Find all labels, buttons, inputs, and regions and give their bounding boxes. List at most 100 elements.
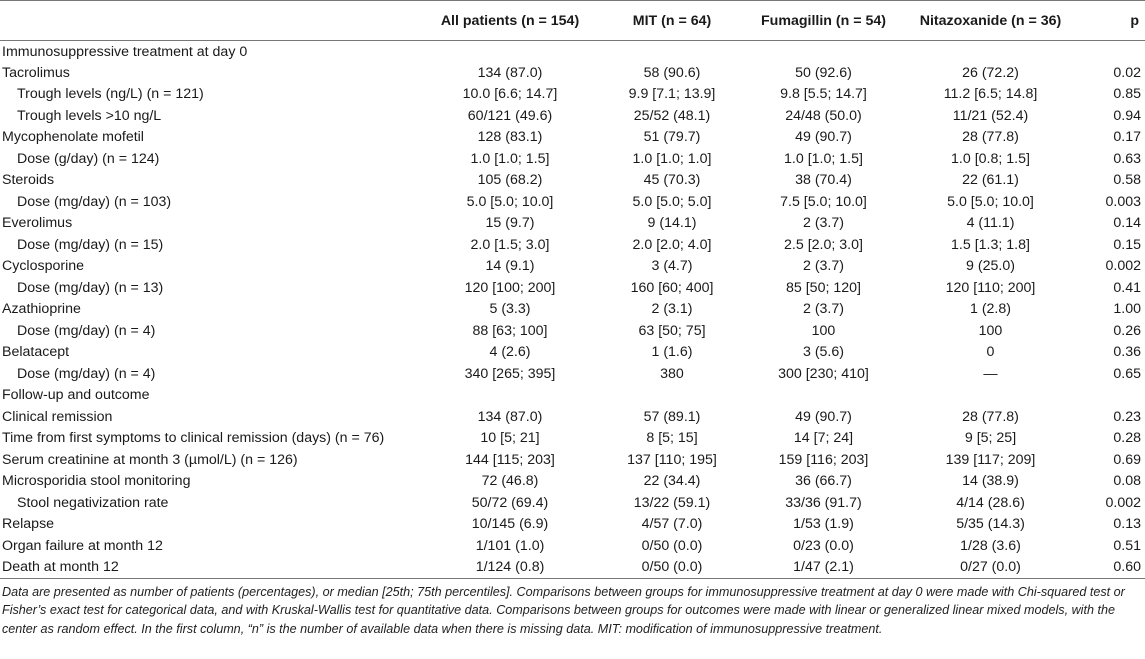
cell-mit: 137 [110; 195] (627, 451, 717, 468)
cell-fumagillin: 85 [50; 120] (786, 279, 861, 296)
cell-nitazoxanide: 4 (11.1) (966, 215, 1015, 232)
cell-nitazoxanide: 9 [5; 25] (964, 430, 1017, 447)
table-row: Dose (mg/day) (n = 103) 5.0 [5.0; 10.0] 5.… (0, 191, 1145, 213)
cell-p: 0.85 (1113, 86, 1141, 103)
cell-mit: 51 (79.7) (643, 129, 701, 146)
cell-nitazoxanide (903, 385, 1078, 407)
header-cell-mit: MIT (n = 64) (600, 0, 744, 41)
row-label: Dose (mg/day) (n = 103) (17, 193, 172, 210)
row-label: Dose (mg/day) (n = 4) (17, 322, 156, 339)
cell-fumagillin: 2.5 [2.0; 3.0] (784, 236, 863, 253)
cell-p: 0.002 (1105, 258, 1141, 275)
cell-p: 0.36 (1113, 344, 1141, 361)
cell-fumagillin: 7.5 [5.0; 10.0] (780, 193, 867, 210)
cell-fumagillin: 50 (92.6) (795, 64, 852, 81)
row-label: Tacrolimus (2, 64, 70, 81)
cell-all-patients: 10 [5; 21] (480, 430, 540, 447)
cell-fumagillin: 1/47 (2.1) (744, 556, 903, 579)
table-row: Tacrolimus 134 (87.0) 58 (90.6) 50 (92.6) 26… (0, 62, 1145, 84)
header-cell-all-patients: All patients (n = 154) (420, 0, 600, 41)
cell-p: 0.003 (1105, 193, 1141, 210)
cell-nitazoxanide: 1/28 (3.6) (960, 537, 1021, 554)
cell-mit: 13/22 (59.1) (633, 494, 711, 511)
cell-p: 0.58 (1113, 172, 1141, 189)
cell-nitazoxanide: 0 (986, 344, 995, 361)
cell-nitazoxanide: 5/35 (14.3) (956, 516, 1025, 533)
cell-p: 0.23 (1113, 408, 1141, 425)
cell-fumagillin: 38 (70.4) (795, 172, 852, 189)
cell-fumagillin: 159 [116; 203] (778, 451, 869, 468)
table-row: Organ failure at month 12 1/101 (1.0) 0/50… (0, 535, 1145, 557)
row-label: Trough levels >10 ng/L (17, 107, 162, 124)
row-label: Time from first symptoms to clinical rem… (2, 430, 385, 447)
table-row: Dose (mg/day) (n = 13) 120 [100; 200] 160 … (0, 277, 1145, 299)
table-row: Follow-up and outcome (0, 385, 1145, 407)
cell-fumagillin: 36 (66.7) (795, 473, 852, 490)
row-label: Organ failure at month 12 (2, 537, 163, 554)
row-label: Trough levels (ng/L) (n = 121) (17, 86, 204, 103)
table-footnote: Data are presented as number of patients… (2, 584, 1125, 636)
row-label: Microsporidia stool monitoring (2, 473, 191, 490)
cell-nitazoxanide: 100 (978, 322, 1003, 339)
cell-all-patients: 340 [265; 395] (464, 365, 556, 382)
cell-all-patients: 134 (87.0) (477, 64, 543, 81)
cell-fumagillin: 1.0 [1.0; 1.5] (784, 150, 863, 167)
row-label: Dose (mg/day) (n = 13) (17, 279, 164, 296)
cell-p: 0.69 (1113, 451, 1141, 468)
cell-mit: 4/57 (7.0) (641, 516, 703, 533)
row-label: Serum creatinine at month 3 (µmol/L) (n … (2, 451, 298, 468)
header-cell-label (0, 0, 420, 41)
table-row: Death at month 12 1/124 (0.8) 0/50 (0.0) 1/… (0, 556, 1145, 579)
cell-p: 0.26 (1113, 322, 1141, 339)
table-row: Azathioprine 5 (3.3) 2 (3.1) 2 (3.7) 1 (2.8)… (0, 299, 1145, 321)
cell-fumagillin: 3 (5.6) (802, 344, 844, 361)
cell-all-patients: 72 (46.8) (481, 473, 539, 490)
row-label: Clinical remission (2, 408, 113, 425)
cell-mit: 1 (1.6) (651, 344, 693, 361)
cell-mit: 9 (14.1) (647, 215, 697, 232)
cell-fumagillin: 49 (90.7) (795, 408, 852, 425)
cell-p: 0.94 (1113, 107, 1141, 124)
table-row: Time from first symptoms to clinical rem… (0, 428, 1145, 450)
cell-p: 0.08 (1113, 473, 1141, 490)
row-label: Relapse (2, 516, 55, 533)
cell-mit: 0/50 (0.0) (641, 537, 703, 554)
row-label: Follow-up and outcome (2, 387, 150, 404)
cell-all-patients (420, 385, 600, 407)
cell-mit: 380 (660, 365, 684, 382)
cell-mit (600, 41, 744, 63)
row-label: Stool negativization rate (17, 494, 169, 511)
row-label: Cyclosporine (2, 258, 85, 275)
cell-nitazoxanide: 139 [117; 209] (945, 451, 1036, 468)
row-label: Dose (mg/day) (n = 4) (17, 365, 156, 382)
cell-nitazoxanide: 1.0 [0.8; 1.5] (951, 150, 1030, 167)
cell-all-patients: 105 (68.2) (477, 172, 543, 189)
table-row: Trough levels >10 ng/L 60/121 (49.6) 25/52… (0, 105, 1145, 127)
cell-p: 0.13 (1113, 516, 1141, 533)
cell-p: 0.002 (1105, 494, 1141, 511)
cell-all-patients: 4 (2.6) (489, 344, 531, 361)
row-label: Immunosuppressive treatment at day 0 (2, 43, 248, 60)
cell-p: 0.02 (1113, 64, 1141, 81)
header-row: All patients (n = 154) MIT (n = 64) Fuma… (0, 0, 1145, 41)
cell-fumagillin: 14 [7; 24] (793, 430, 854, 447)
row-label: Azathioprine (2, 301, 81, 318)
cell-p: 0.28 (1113, 430, 1141, 447)
cell-nitazoxanide: 28 (77.8) (962, 129, 1019, 146)
cell-all-patients: 5 (3.3) (489, 301, 531, 318)
cell-nitazoxanide: 28 (77.8) (962, 408, 1019, 425)
cell-all-patients: 1.0 [1.0; 1.5] (470, 150, 550, 167)
cell-all-patients (420, 41, 600, 63)
results-table: All patients (n = 154) MIT (n = 64) Fuma… (0, 0, 1145, 579)
cell-p (1078, 41, 1145, 63)
table-header: All patients (n = 154) MIT (n = 64) Fuma… (0, 0, 1145, 41)
cell-nitazoxanide: 26 (72.2) (962, 64, 1019, 81)
table-row: Mycophenolate mofetil 128 (83.1) 51 (79.7)… (0, 127, 1145, 149)
cell-all-patients: 5.0 [5.0; 10.0] (466, 193, 554, 210)
table-row: Stool negativization rate 50/72 (69.4) 13/… (0, 492, 1145, 514)
cell-mit: 2 (3.1) (651, 301, 693, 318)
cell-mit: 58 (90.6) (643, 64, 701, 81)
cell-nitazoxanide: 9 (25.0) (966, 258, 1015, 275)
cell-p: 0.17 (1113, 129, 1141, 146)
